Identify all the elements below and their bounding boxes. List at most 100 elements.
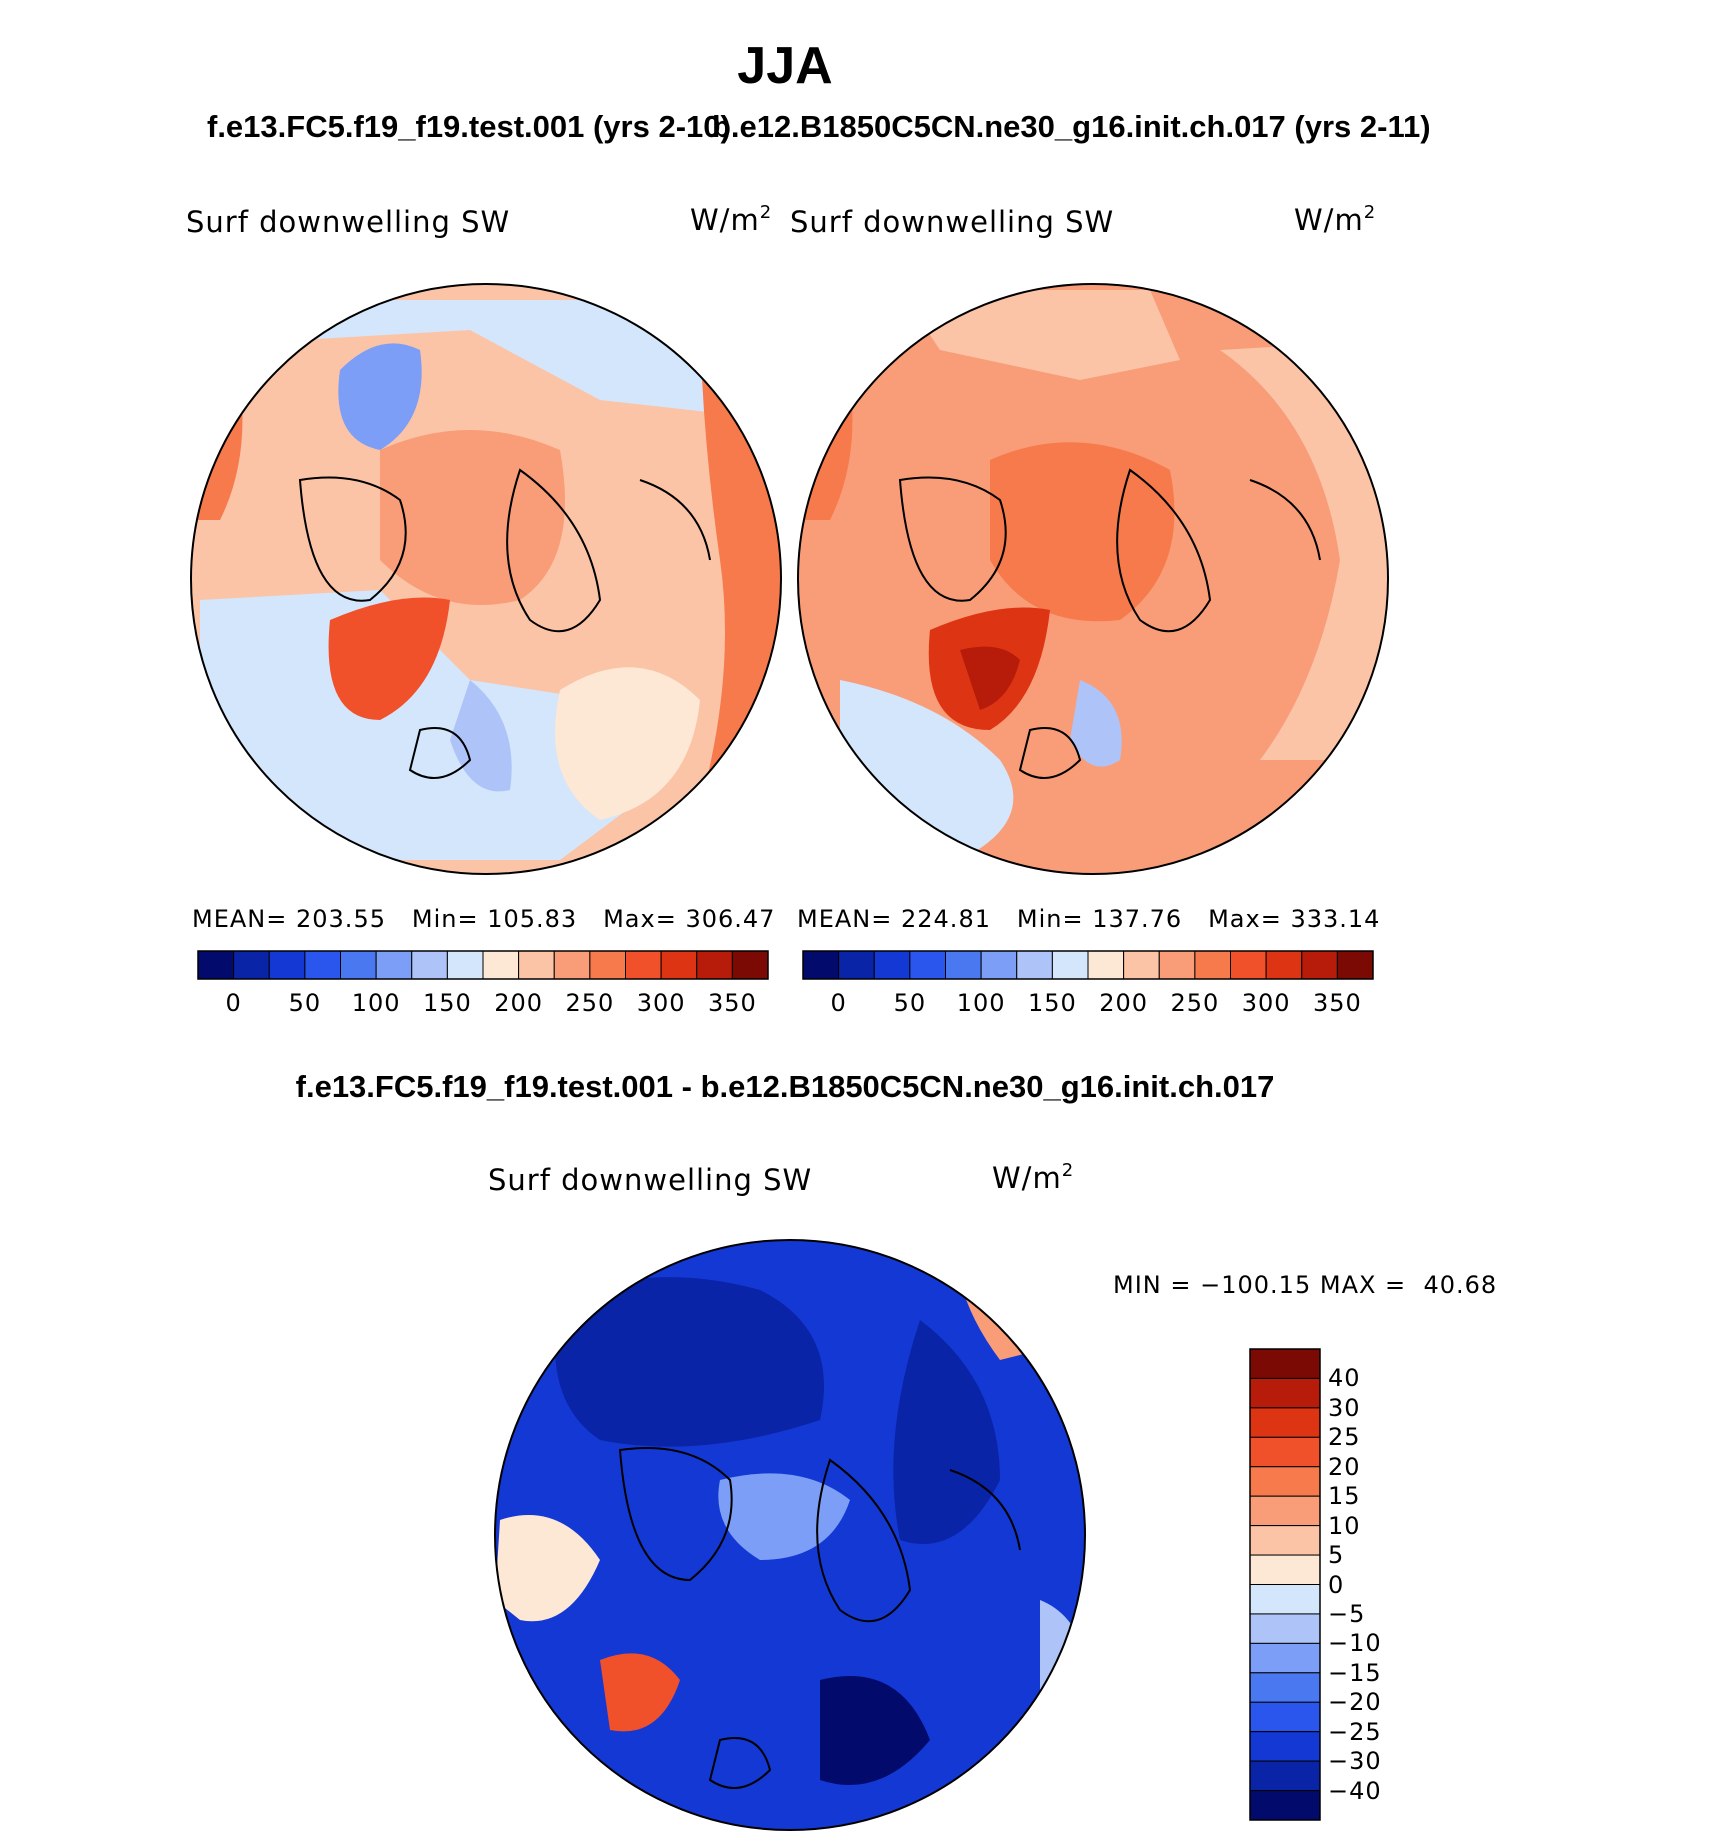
colorbar-swatch	[589, 950, 626, 980]
colorbar-swatch	[1265, 950, 1303, 980]
diff-units-label: W/m2	[992, 1160, 1075, 1195]
colorbar-swatch	[1158, 950, 1196, 980]
right-map-field-arctic-strong	[990, 442, 1175, 622]
colorbar-swatch	[268, 950, 306, 980]
colorbar-swatch	[1249, 1377, 1321, 1409]
colorbar-swatch	[1249, 1642, 1321, 1674]
right-map-border	[797, 283, 1389, 875]
colorbar-tick-label: 15	[1328, 1482, 1361, 1511]
colorbar-tick-label: 350	[707, 989, 757, 1017]
diff-colorbar	[1249, 1348, 1321, 1821]
colorbar-swatch	[802, 950, 840, 980]
colorbar-swatch	[1336, 950, 1374, 980]
colorbar-swatch	[1249, 1613, 1321, 1644]
colorbar-swatch	[1249, 1436, 1321, 1468]
colorbar-tick-label: −25	[1328, 1717, 1382, 1746]
colorbar-swatch	[1249, 1525, 1321, 1556]
colorbar-tick-label: −20	[1328, 1688, 1382, 1717]
colorbar-swatch	[1301, 950, 1338, 980]
diff-map-coastlines	[618, 1447, 1021, 1789]
left-stats: MEAN= 203.55 Min= 105.83 Max= 306.47	[192, 905, 776, 933]
colorbar-swatch	[980, 950, 1018, 980]
colorbar-tick-label: 150	[1027, 989, 1077, 1017]
right-map-field-greenland-core	[960, 646, 1020, 710]
diff-min-max: MIN = −100.15 MAX = 40.68	[1113, 1271, 1498, 1299]
colorbar-tick-label: 10	[1328, 1511, 1361, 1540]
colorbar-tick-label: 100	[956, 989, 1006, 1017]
colorbar-swatch	[1087, 950, 1125, 980]
colorbar-tick-label: 350	[1312, 989, 1362, 1017]
colorbar-swatch	[1194, 950, 1231, 980]
right-stats: MEAN= 224.81 Min= 137.76 Max= 333.14	[797, 905, 1381, 933]
diff-map	[495, 1240, 1085, 1830]
left-map-field-arctic-orange	[380, 430, 565, 605]
colorbar-swatch	[1249, 1584, 1321, 1615]
colorbar-swatch	[1249, 1731, 1321, 1762]
diff-map-field-dark-east	[893, 1320, 1000, 1544]
left-map-coastlines	[298, 468, 711, 779]
case-title-right: b.e12.B1850C5CN.ne30_g16.init.ch.017 (yr…	[712, 109, 1431, 144]
colorbar-frame	[802, 950, 1374, 980]
colorbar-swatch	[482, 950, 520, 980]
colorbar-swatch	[553, 950, 591, 980]
colorbar-swatch	[696, 950, 733, 980]
colorbar-swatch	[1016, 950, 1053, 980]
colorbar-swatch	[1249, 1554, 1321, 1585]
colorbar-tick-label: 0	[830, 989, 847, 1017]
left-variable-label: Surf downwelling SW	[186, 205, 511, 239]
left-map-field-north-blue	[200, 300, 780, 420]
colorbar-tick-label: 30	[1328, 1393, 1361, 1422]
colorbar-swatch	[731, 950, 769, 980]
colorbar-swatch	[518, 950, 555, 980]
colorbar-tick-label: 50	[288, 989, 322, 1017]
colorbar-swatch	[1249, 1672, 1321, 1703]
colorbar-swatch	[838, 950, 875, 980]
colorbar-swatch	[1249, 1701, 1321, 1733]
colorbar-tick-label: 50	[893, 989, 927, 1017]
colorbar-swatch	[446, 950, 484, 980]
colorbar-tick-label: 100	[351, 989, 401, 1017]
colorbar-swatch	[1051, 950, 1089, 980]
colorbar-swatch	[1230, 950, 1267, 980]
colorbar-frame	[1249, 1348, 1321, 1821]
diff-map-field-dark-north	[555, 1277, 824, 1447]
right-variable-label: Surf downwelling SW	[790, 205, 1115, 239]
colorbar-tick-label: 150	[422, 989, 472, 1017]
colorbar-tick-label: 5	[1328, 1541, 1345, 1570]
diff-map-field-west-light	[495, 1515, 600, 1622]
colorbar-swatch	[625, 950, 662, 980]
colorbar-swatch	[375, 950, 413, 980]
case-title-left: f.e13.FC5.f19_f19.test.001 (yrs 2-10)	[207, 109, 731, 144]
colorbar-swatch	[945, 950, 982, 980]
left-map-field-blue-patch	[338, 343, 422, 450]
right-map-field-scandinavia-blue	[1070, 680, 1122, 767]
right-map	[798, 284, 1388, 874]
colorbar-tick-label: 200	[494, 989, 544, 1017]
colorbar-tick-label: 300	[1241, 989, 1291, 1017]
diff-map-field-east-light	[1040, 1600, 1085, 1720]
left-map	[191, 284, 781, 874]
left-map-border	[190, 283, 782, 875]
right-map-field-north-light	[900, 290, 1180, 380]
colorbar-tick-label: 0	[1328, 1570, 1345, 1599]
colorbar-tick-label: 250	[1170, 989, 1220, 1017]
colorbar-tick-label: 0	[225, 989, 242, 1017]
colorbar-swatch	[1249, 1790, 1321, 1821]
colorbar-swatch	[1123, 950, 1160, 980]
colorbar-tick-label: 200	[1099, 989, 1149, 1017]
colorbar-tick-label: −10	[1328, 1629, 1382, 1658]
colorbar-swatch	[411, 950, 448, 980]
colorbar-swatch	[233, 950, 270, 980]
colorbar-tick-label: 250	[565, 989, 615, 1017]
colorbar-tick-label: 300	[636, 989, 686, 1017]
diff-map-field-red-patch	[600, 1653, 680, 1732]
left-map-field-greenland	[328, 597, 450, 720]
right-map-coastlines	[898, 468, 1321, 779]
colorbar-tick-label: −40	[1328, 1776, 1382, 1805]
colorbar-tick-label: 40	[1328, 1364, 1361, 1393]
colorbar-frame	[197, 950, 769, 980]
colorbar-tick-label: −15	[1328, 1658, 1382, 1687]
difference-title: f.e13.FC5.f19_f19.test.001 - b.e12.B1850…	[295, 1069, 1275, 1104]
colorbar-swatch	[304, 950, 341, 980]
left-colorbar	[197, 950, 769, 980]
